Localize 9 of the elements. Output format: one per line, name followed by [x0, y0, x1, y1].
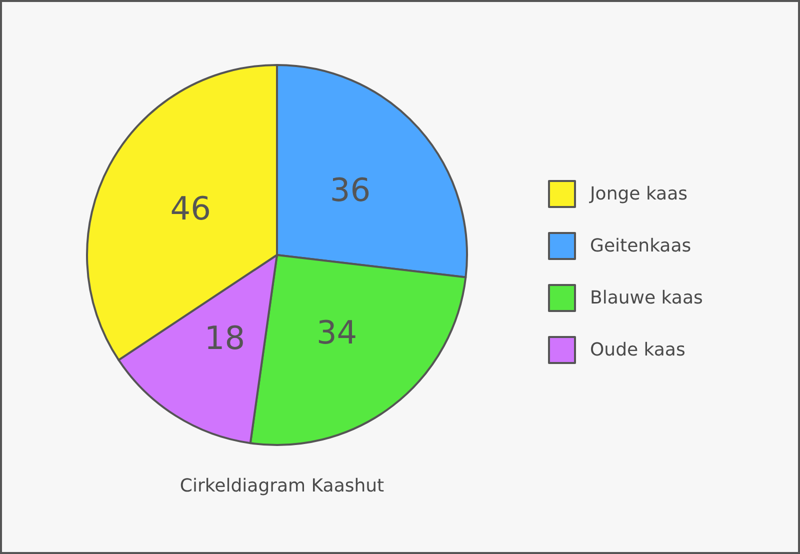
data-label: 18 — [204, 318, 246, 357]
data-label: 36 — [330, 170, 371, 209]
data-label: 46 — [170, 190, 211, 228]
legend-label: Jonge kaas — [589, 184, 688, 204]
legend-label: Geitenkaas — [590, 236, 692, 256]
data-label: 34 — [316, 314, 358, 352]
legend-label: Blauwe kaas — [590, 288, 703, 308]
text: Cirkeldiagram Kaashut — [180, 476, 384, 496]
legend-label: Oude kaas — [590, 340, 686, 360]
